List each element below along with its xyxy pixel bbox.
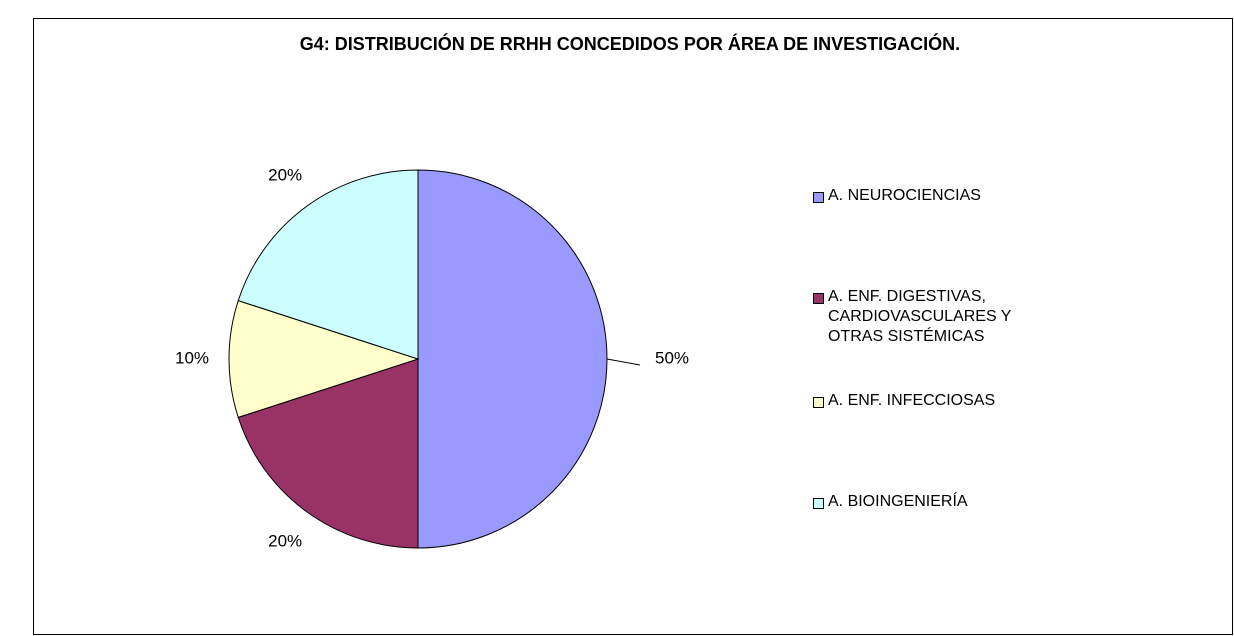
legend-item: A. BIOINGENIERÍA bbox=[813, 492, 1063, 512]
legend-label: A. NEUROCIENCIAS bbox=[828, 187, 981, 204]
legend-item: A. ENF. DIGESTIVAS, CARDIOVASCULARES Y O… bbox=[813, 287, 1063, 347]
data-label: 50% bbox=[655, 348, 689, 367]
data-label: 20% bbox=[268, 531, 302, 550]
chart-title: G4: DISTRIBUCIÓN DE RRHH CONCEDIDOS POR … bbox=[300, 33, 960, 54]
pie-slice bbox=[237, 358, 419, 549]
legend-swatch bbox=[813, 397, 824, 408]
legend-swatch bbox=[813, 192, 824, 203]
legend-item: A. ENF. INFECCIOSAS bbox=[813, 391, 1063, 411]
legend-label: A. ENF. DIGESTIVAS, CARDIOVASCULARES Y O… bbox=[828, 288, 1012, 345]
legend-label: A. BIOINGENIERÍA bbox=[828, 493, 968, 510]
pie-slice bbox=[228, 299, 420, 419]
legend-swatch bbox=[813, 293, 824, 304]
data-label: 20% bbox=[268, 166, 302, 185]
legend-swatch bbox=[813, 498, 824, 509]
legend-label: A. ENF. INFECCIOSAS bbox=[828, 392, 996, 409]
legend-item: A. NEUROCIENCIAS bbox=[813, 186, 1063, 206]
leader-line bbox=[606, 358, 641, 366]
pie-slice bbox=[237, 169, 419, 360]
data-label: 10% bbox=[175, 348, 209, 367]
